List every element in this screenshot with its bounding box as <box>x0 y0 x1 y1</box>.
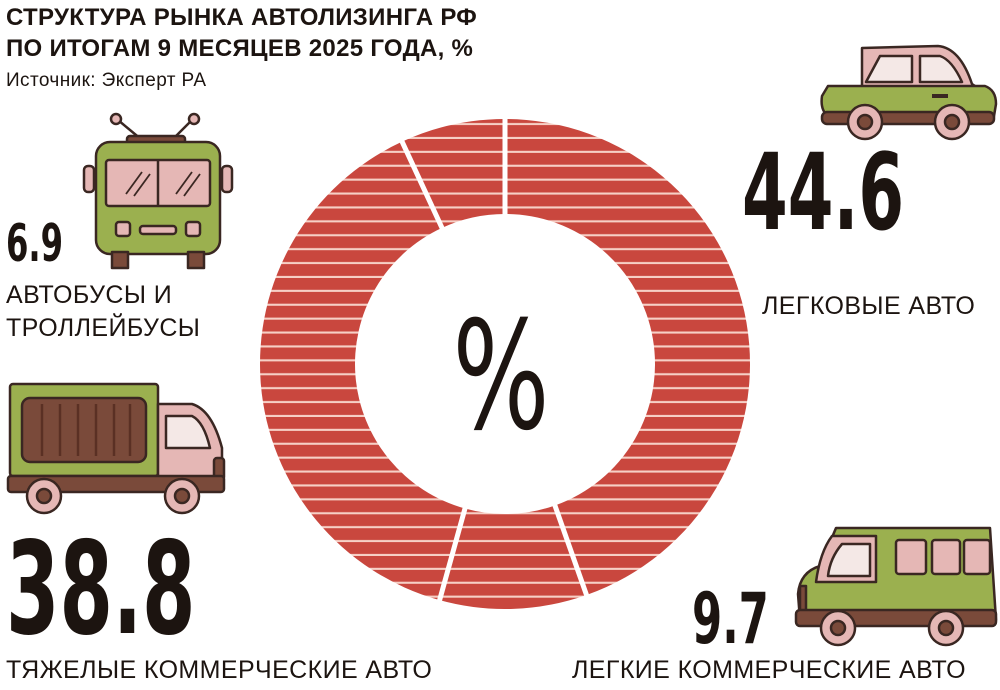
category-label-passenger: ЛЕГКОВЫЕ АВТО <box>762 292 976 320</box>
trolleybus-icon <box>82 112 234 270</box>
truck-icon <box>6 382 226 515</box>
category-label-bus-line2: ТРОЛЛЕЙБУСЫ <box>6 314 201 342</box>
category-label-heavy: ТЯЖЕЛЫЕ КОММЕРЧЕСКИЕ АВТО <box>6 656 433 684</box>
value-label-bus: 6.9 <box>6 214 64 274</box>
value-label-heavy: 38.8 <box>6 515 196 664</box>
donut-slice-passenger <box>505 119 750 596</box>
slice-separator <box>398 138 446 231</box>
van-icon <box>794 526 998 647</box>
chart-title-line-2: ПО ИТОГАМ 9 МЕСЯЦЕВ 2025 ГОДА, % <box>6 35 474 62</box>
percent-symbol: % <box>453 290 550 464</box>
donut-chart <box>260 117 750 609</box>
category-label-bus-line1: АВТОБУСЫ И <box>6 281 173 309</box>
donut-slice-light-commercial <box>439 505 587 609</box>
value-label-light: 9.7 <box>692 578 769 660</box>
chart-title: СТРУКТУРА РЫНКА АВТОЛИЗИНГА РФ ПО ИТОГАМ… <box>6 2 477 64</box>
source-note: Источник: Эксперт РА <box>6 70 207 91</box>
slice-separator <box>551 502 590 598</box>
category-label-light: ЛЕГКИЕ КОММЕРЧЕСКИЕ АВТО <box>572 656 966 684</box>
chart-title-line-1: СТРУКТУРА РЫНКА АВТОЛИЗИНГА РФ <box>6 4 478 31</box>
slice-separator <box>436 505 468 603</box>
value-label-passenger: 44.6 <box>742 131 905 254</box>
donut-slice-bus <box>402 119 505 228</box>
donut-slice-heavy-commercial <box>260 141 465 601</box>
passenger-car-icon <box>820 44 998 141</box>
